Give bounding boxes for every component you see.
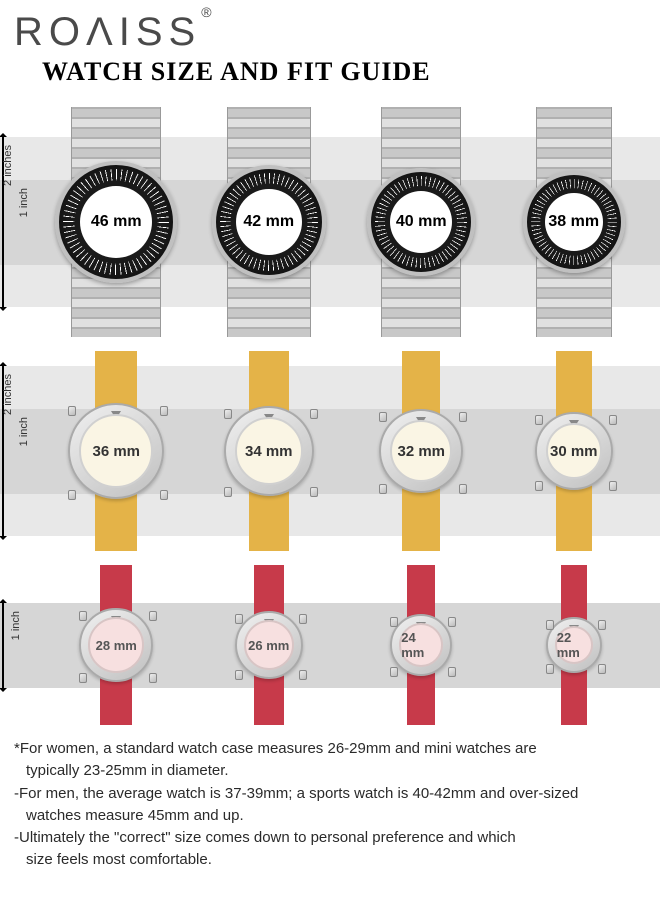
- watch-item: 34 mm: [211, 351, 327, 551]
- lug-icon: [310, 409, 318, 419]
- header: ROΛISS ® WATCH SIZE AND FIT GUIDE: [0, 0, 660, 91]
- watch-face-label: 36 mm: [79, 414, 153, 488]
- lug-icon: [390, 667, 398, 677]
- footnote-line: *For women, a standard watch case measur…: [14, 739, 646, 759]
- lug-icon: [448, 617, 456, 627]
- lug-icon: [448, 667, 456, 677]
- watch-face-label: 30 mm: [546, 423, 602, 479]
- watch-row: 1 inch28 mm26 mm24 mm22 mm: [0, 565, 660, 725]
- registered-icon: ®: [201, 4, 211, 20]
- lug-icon: [149, 673, 157, 683]
- watch-case: 32 mm: [379, 409, 463, 493]
- watch-face-label: 40 mm: [390, 191, 452, 253]
- footnote-line: -For men, the average watch is 37-39mm; …: [14, 784, 646, 804]
- watch-item: 26 mm: [222, 565, 316, 725]
- watch-case: 34 mm: [224, 406, 314, 496]
- brand-name: ROΛISS: [14, 10, 201, 55]
- lug-icon: [68, 490, 76, 500]
- watch-face-label: 26 mm: [244, 620, 294, 670]
- watch-case: 40 mm: [367, 168, 475, 276]
- footnote-line: size feels most comfortable.: [14, 850, 646, 870]
- watch-item: 24 mm: [374, 565, 468, 725]
- footnotes: *For women, a standard watch case measur…: [0, 725, 660, 871]
- lug-icon: [459, 484, 467, 494]
- watch-case: 28 mm: [79, 608, 153, 682]
- watch-item: 30 mm: [516, 351, 632, 551]
- watches-container: 28 mm 26 mm 24 mm 22 mm: [0, 565, 660, 725]
- watch-item: 46 mm: [45, 107, 187, 337]
- watch-face-label: 24 mm: [399, 623, 443, 667]
- lug-icon: [598, 664, 606, 674]
- watch-face-label: 34 mm: [235, 417, 303, 485]
- watch-face-label: 46 mm: [80, 186, 152, 258]
- watch-item: 22 mm: [527, 565, 621, 725]
- lug-icon: [160, 406, 168, 416]
- lug-icon: [79, 673, 87, 683]
- lug-icon: [390, 617, 398, 627]
- lug-icon: [379, 484, 387, 494]
- lug-icon: [79, 611, 87, 621]
- row-separator: [0, 551, 660, 565]
- lug-icon: [224, 409, 232, 419]
- watch-case: 22 mm: [546, 617, 602, 673]
- lug-icon: [598, 620, 606, 630]
- lug-icon: [235, 670, 243, 680]
- lug-icon: [609, 481, 617, 491]
- watch-row: 2 inches1 inch46 mm42 mm40 mm38 mm: [0, 107, 660, 337]
- watches-container: 46 mm 42 mm 40 mm 38 mm: [0, 107, 660, 337]
- footnote-line: watches measure 45mm and up.: [14, 806, 646, 826]
- watch-item: 28 mm: [69, 565, 163, 725]
- watch-item: 32 mm: [363, 351, 479, 551]
- footnote-line: -Ultimately the "correct" size comes dow…: [14, 828, 646, 848]
- watch-case: 42 mm: [212, 165, 326, 279]
- watch-item: 42 mm: [198, 107, 340, 337]
- watch-item: 40 mm: [350, 107, 492, 337]
- lug-icon: [546, 664, 554, 674]
- lug-icon: [609, 415, 617, 425]
- brand-logo: ROΛISS ®: [14, 10, 646, 55]
- watch-face-label: 38 mm: [545, 193, 603, 251]
- size-chart: 2 inches1 inch46 mm42 mm40 mm38 mm2 inch…: [0, 107, 660, 725]
- lug-icon: [379, 412, 387, 422]
- watch-face-label: 28 mm: [88, 617, 144, 673]
- watch-case: 30 mm: [535, 412, 613, 490]
- lug-icon: [235, 614, 243, 624]
- watch-face-label: 32 mm: [390, 420, 452, 482]
- watches-container: 36 mm 34 mm 32 mm 30 mm: [0, 351, 660, 551]
- lug-icon: [459, 412, 467, 422]
- lug-icon: [68, 406, 76, 416]
- watch-case: 46 mm: [55, 161, 177, 283]
- watch-case: 26 mm: [235, 611, 303, 679]
- watch-case: 38 mm: [523, 171, 625, 273]
- lug-icon: [310, 487, 318, 497]
- lug-icon: [535, 481, 543, 491]
- page-title: WATCH SIZE AND FIT GUIDE: [42, 57, 646, 87]
- watch-row: 2 inches1 inch36 mm34 mm32 mm30 mm: [0, 351, 660, 551]
- lug-icon: [149, 611, 157, 621]
- lug-icon: [535, 415, 543, 425]
- row-separator: [0, 337, 660, 351]
- lug-icon: [546, 620, 554, 630]
- watch-item: 38 mm: [503, 107, 645, 337]
- watch-face-label: 42 mm: [236, 189, 302, 255]
- watch-item: 36 mm: [58, 351, 174, 551]
- lug-icon: [299, 670, 307, 680]
- lug-icon: [160, 490, 168, 500]
- lug-icon: [224, 487, 232, 497]
- watch-face-label: 22 mm: [555, 626, 593, 664]
- watch-case: 36 mm: [68, 403, 164, 499]
- lug-icon: [299, 614, 307, 624]
- watch-case: 24 mm: [390, 614, 452, 676]
- footnote-line: typically 23-25mm in diameter.: [14, 761, 646, 781]
